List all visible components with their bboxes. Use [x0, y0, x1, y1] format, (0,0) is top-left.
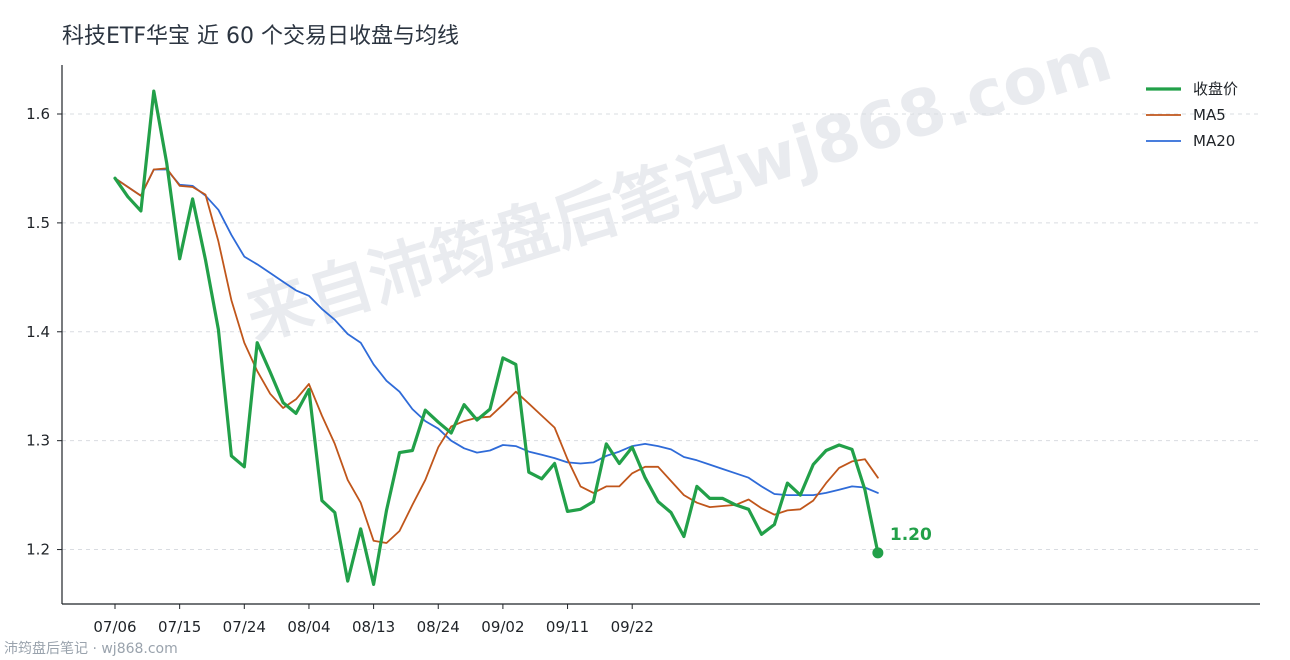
- y-axis-ticks: 1.2 1.3 1.4 1.5 1.6: [26, 105, 62, 559]
- axes: [61, 65, 1260, 605]
- last-value-label: 1.20: [890, 525, 932, 545]
- series-lines: [113, 89, 880, 587]
- y-tick-label: 1.4: [26, 323, 50, 341]
- last-point: [872, 547, 884, 559]
- x-tick-label: 09/02: [481, 618, 524, 636]
- x-tick-label: 09/22: [611, 618, 654, 636]
- x-tick-label: 08/24: [417, 618, 460, 636]
- ma5-line: [114, 167, 879, 544]
- last-value-marker: 1.20: [872, 525, 932, 559]
- legend-label: MA20: [1193, 132, 1235, 150]
- x-tick-label: 07/24: [223, 618, 266, 636]
- chart-title: 科技ETF华宝 近 60 个交易日收盘与均线: [62, 24, 459, 49]
- x-tick-label: 07/15: [158, 618, 201, 636]
- footer-credit: 沛筠盘后笔记 · wj868.com: [4, 641, 178, 657]
- close-price-line: [113, 89, 880, 587]
- x-tick-label: 08/13: [352, 618, 395, 636]
- legend-label: MA5: [1193, 106, 1226, 124]
- x-tick-label: 08/04: [287, 618, 330, 636]
- ma20-line: [114, 168, 879, 497]
- y-tick-label: 1.6: [26, 105, 50, 123]
- x-tick-label: 09/11: [546, 618, 589, 636]
- legend: 收盘价 MA5 MA20: [1146, 80, 1238, 150]
- y-tick-label: 1.2: [26, 541, 50, 559]
- x-tick-label: 07/06: [93, 618, 136, 636]
- x-axis-ticks: 07/06 07/15 07/24 08/04 08/13 08/24 09/02 09/11…: [93, 604, 654, 636]
- watermark: 来自沛筠盘后笔记wj868.com: [238, 22, 1120, 356]
- y-tick-label: 1.5: [26, 214, 50, 232]
- legend-label: 收盘价: [1193, 80, 1238, 98]
- y-tick-label: 1.3: [26, 432, 50, 450]
